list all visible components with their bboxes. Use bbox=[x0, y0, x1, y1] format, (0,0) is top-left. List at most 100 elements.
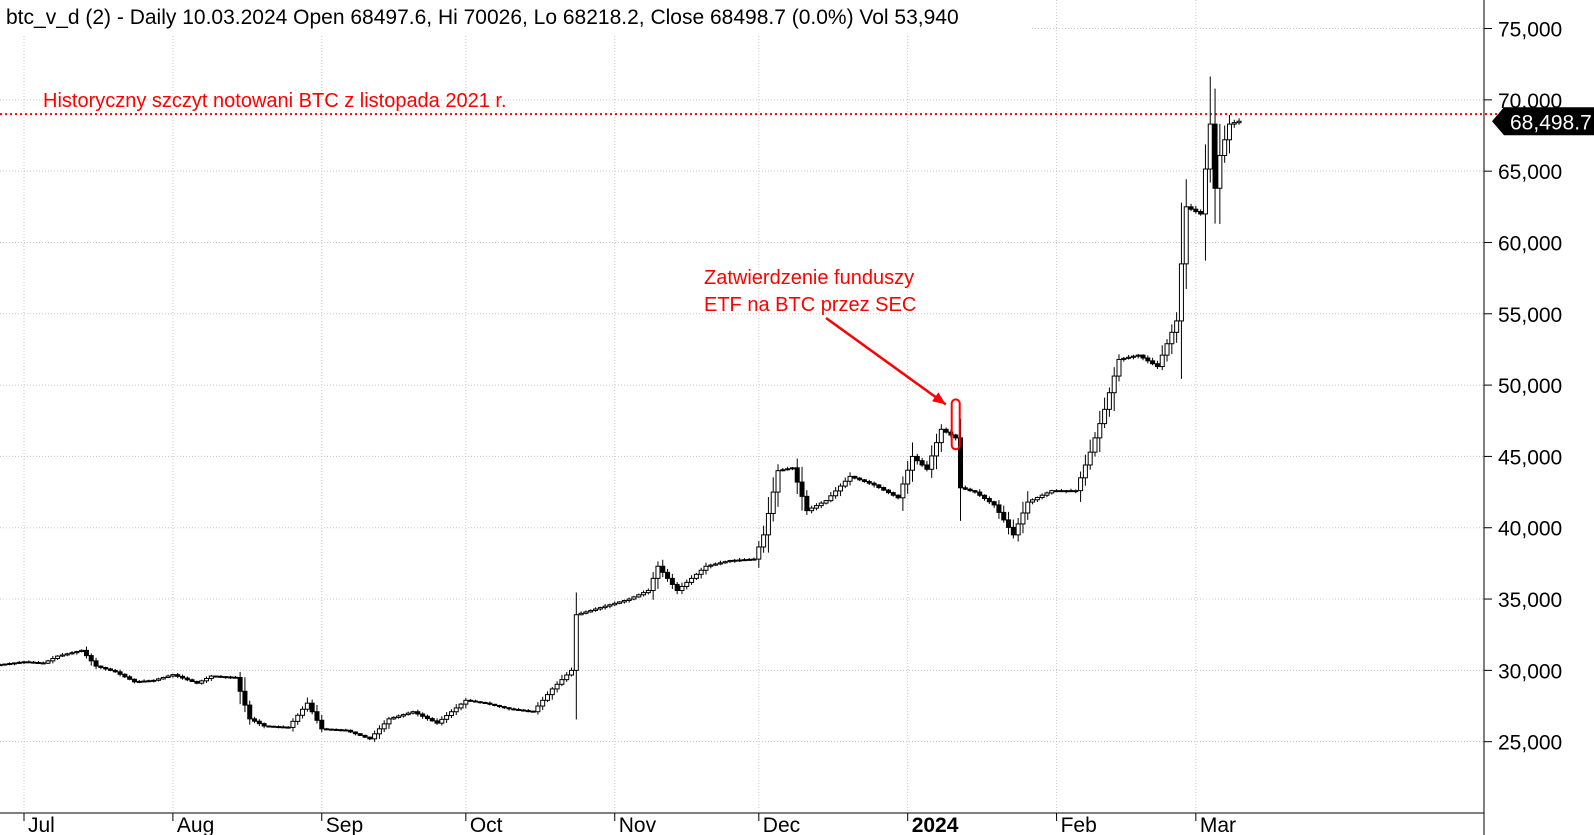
candle-body bbox=[309, 702, 315, 713]
candle-body bbox=[1054, 490, 1060, 493]
candle-body bbox=[1025, 501, 1031, 514]
etf-annotation-line1: Zatwierdzenie funduszy bbox=[704, 267, 914, 289]
candle-body bbox=[722, 561, 728, 564]
candle-body bbox=[7, 663, 13, 666]
candle-body bbox=[828, 495, 834, 502]
candle-body bbox=[290, 720, 296, 728]
candle-body bbox=[727, 560, 733, 563]
candle-body bbox=[986, 497, 992, 503]
candle-body bbox=[271, 725, 277, 728]
candle-body bbox=[1010, 526, 1016, 536]
candle-body bbox=[45, 660, 51, 664]
candle-body bbox=[252, 718, 258, 722]
candle-body bbox=[314, 711, 320, 721]
candle-body bbox=[655, 565, 661, 579]
y-tick-label: 75,000 bbox=[1498, 19, 1562, 42]
candle-body bbox=[429, 718, 435, 722]
candle-body bbox=[703, 565, 709, 571]
candle-body bbox=[1202, 168, 1208, 215]
etf-highlight-oval bbox=[950, 398, 961, 451]
candle-body bbox=[1102, 408, 1108, 425]
candle-body bbox=[1217, 154, 1223, 189]
y-tick-label: 60,000 bbox=[1498, 232, 1562, 255]
x-tick-label: Nov bbox=[619, 814, 657, 835]
candle-body bbox=[357, 733, 363, 736]
candle-body bbox=[1183, 206, 1189, 265]
price-axis: 25,000 30,000 35,000 40,000 45,000 50,000 55,0… bbox=[1484, 19, 1562, 755]
candle-body bbox=[1058, 490, 1064, 493]
candle-body bbox=[583, 611, 589, 614]
candle-body bbox=[905, 469, 911, 485]
candle-body bbox=[573, 614, 579, 671]
candle-body bbox=[348, 729, 354, 733]
candle-body bbox=[544, 694, 550, 701]
candle-body bbox=[136, 680, 142, 683]
candle-body bbox=[708, 564, 714, 567]
candle-body bbox=[1121, 357, 1127, 360]
candle-body bbox=[16, 661, 22, 664]
candle-body bbox=[569, 669, 575, 676]
candle-body bbox=[617, 601, 623, 604]
candle-body bbox=[1126, 356, 1132, 359]
candle-body bbox=[482, 701, 488, 704]
candle-body bbox=[496, 704, 502, 708]
candle-body bbox=[1178, 263, 1184, 322]
candle-body bbox=[578, 612, 584, 616]
price-tag-background bbox=[1492, 107, 1594, 136]
candle-body bbox=[789, 467, 795, 470]
candle-body bbox=[751, 558, 757, 561]
y-tick-label: 25,000 bbox=[1498, 732, 1562, 755]
candle-body bbox=[770, 491, 776, 514]
candle-body bbox=[996, 504, 1002, 513]
time-axis: Jul Aug Sep Oct Nov Dec 2024 Feb Mar bbox=[23, 813, 1236, 835]
y-tick-label: 70,000 bbox=[1498, 90, 1562, 113]
candle-body bbox=[93, 660, 99, 667]
candle-body bbox=[410, 711, 416, 714]
candle-body bbox=[641, 592, 647, 596]
x-tick-label: Jul bbox=[28, 814, 55, 835]
candle-body bbox=[11, 662, 17, 665]
candle-body bbox=[1078, 477, 1084, 492]
candle-body bbox=[756, 546, 762, 560]
candle-body bbox=[468, 699, 474, 702]
candle-body bbox=[64, 653, 70, 656]
candle-body bbox=[1020, 512, 1026, 525]
candle-body bbox=[367, 736, 373, 740]
chart-header: btc_v_d (2) - Daily 10.03.2024 Open 6849… bbox=[6, 6, 959, 29]
candle-body bbox=[861, 479, 867, 483]
annotation-layer bbox=[825, 316, 961, 451]
x-tick-label: Dec bbox=[763, 814, 800, 835]
candle-body bbox=[871, 482, 877, 486]
etf-annotation-line2: ETF na BTC przez SEC bbox=[704, 294, 916, 316]
candle-body bbox=[909, 455, 915, 471]
candle-body bbox=[890, 492, 896, 496]
candle-body bbox=[391, 716, 397, 720]
y-tick-label: 50,000 bbox=[1498, 375, 1562, 398]
candle-body bbox=[146, 680, 152, 683]
candle-body bbox=[79, 649, 85, 653]
candle-body bbox=[1082, 464, 1088, 479]
candle-body bbox=[1207, 123, 1213, 170]
candle-body bbox=[2, 663, 8, 666]
candle-body bbox=[717, 562, 723, 565]
candle-body bbox=[1174, 320, 1180, 333]
candle-body bbox=[761, 534, 767, 548]
candle-body bbox=[631, 596, 637, 600]
candle-body bbox=[943, 428, 949, 433]
candle-body bbox=[381, 723, 387, 730]
x-tick-label: Aug bbox=[177, 814, 214, 835]
candle-body bbox=[122, 673, 128, 678]
candle-body bbox=[242, 690, 248, 706]
candle-body bbox=[818, 502, 824, 507]
candle-body bbox=[285, 726, 291, 729]
candle-body bbox=[1236, 120, 1242, 124]
candle-body bbox=[26, 661, 32, 664]
candle-body bbox=[679, 585, 685, 591]
candle-body bbox=[794, 467, 800, 483]
candle-body bbox=[645, 589, 651, 594]
y-tick-label: 40,000 bbox=[1498, 518, 1562, 541]
candle-body bbox=[876, 484, 882, 489]
candle-body bbox=[1193, 208, 1199, 213]
candle-body bbox=[823, 500, 829, 504]
